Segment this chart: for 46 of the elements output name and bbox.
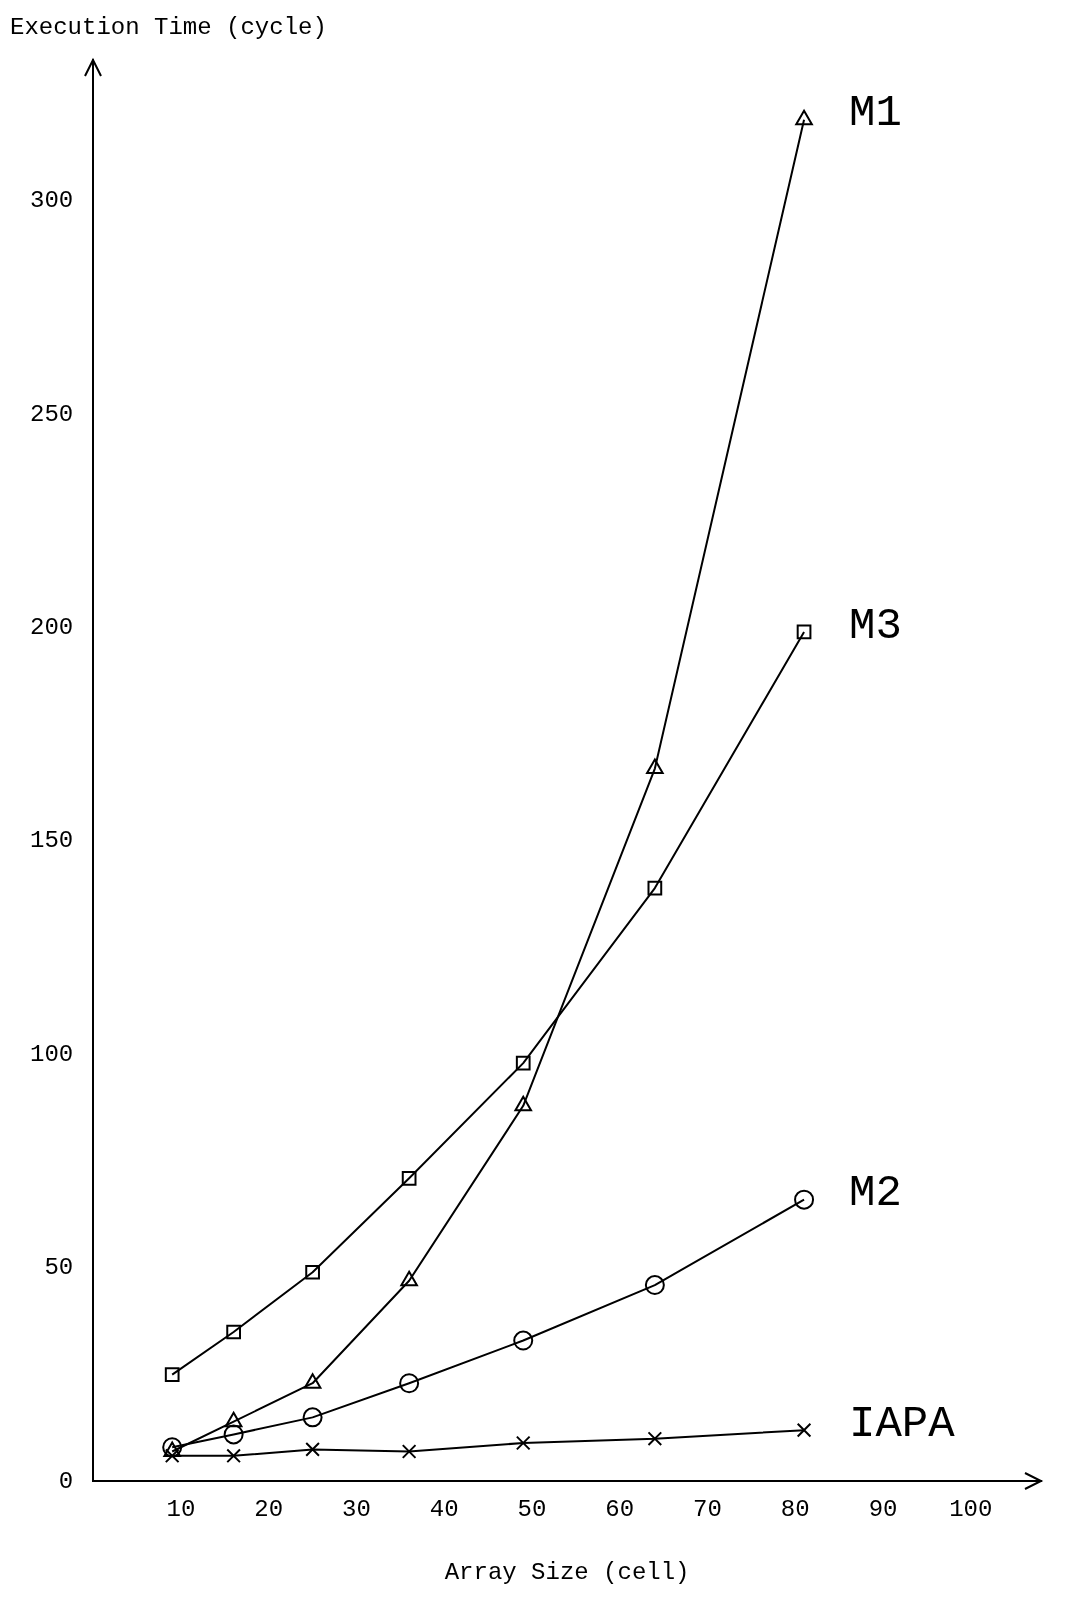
point bbox=[401, 1444, 417, 1459]
series-label: M3 bbox=[849, 600, 902, 651]
series-label: M2 bbox=[849, 1168, 902, 1219]
point bbox=[514, 1095, 533, 1112]
point bbox=[399, 1373, 420, 1394]
point bbox=[305, 1264, 320, 1280]
point bbox=[647, 1431, 663, 1447]
point bbox=[796, 624, 812, 640]
x-tick-label: 60 bbox=[605, 1496, 635, 1524]
series-label: IAPA bbox=[849, 1398, 956, 1449]
y-tick-label: 50 bbox=[44, 1254, 74, 1282]
y-tick-label: 0 bbox=[58, 1467, 74, 1495]
y-tick-label: 100 bbox=[29, 1040, 74, 1068]
y-axis-title: Execution Time (cycle) bbox=[10, 14, 327, 41]
x-tick-label: 90 bbox=[868, 1496, 898, 1524]
x-tick-label: 70 bbox=[693, 1496, 722, 1524]
point bbox=[644, 1275, 665, 1296]
point bbox=[795, 109, 813, 126]
x-tick-label: 20 bbox=[254, 1496, 284, 1524]
x-tick-label: 50 bbox=[517, 1496, 547, 1524]
point bbox=[515, 1055, 531, 1071]
point bbox=[646, 758, 664, 775]
point bbox=[223, 1424, 244, 1445]
x-tick-label: 10 bbox=[166, 1496, 196, 1524]
point bbox=[794, 1189, 815, 1210]
point bbox=[302, 1407, 323, 1428]
x-axis-title: Array Size (cell) bbox=[444, 1558, 690, 1586]
y-tick-label: 250 bbox=[29, 400, 74, 428]
y-tick-label: 150 bbox=[29, 827, 74, 855]
point bbox=[513, 1330, 534, 1351]
x-tick-label: 40 bbox=[429, 1496, 459, 1524]
point bbox=[796, 1422, 812, 1438]
x-tick-label: 80 bbox=[780, 1496, 810, 1524]
point bbox=[164, 1367, 180, 1383]
point bbox=[401, 1170, 417, 1186]
y-tick-label: 200 bbox=[29, 614, 74, 642]
point bbox=[226, 1448, 241, 1464]
point bbox=[164, 1448, 180, 1464]
y-tick-label: 300 bbox=[29, 187, 74, 215]
series-label: M1 bbox=[849, 88, 902, 139]
point bbox=[515, 1435, 531, 1451]
point bbox=[647, 880, 663, 896]
point bbox=[305, 1442, 320, 1457]
x-tick-label: 100 bbox=[949, 1496, 993, 1524]
point bbox=[226, 1324, 241, 1340]
x-tick-label: 30 bbox=[342, 1496, 371, 1524]
